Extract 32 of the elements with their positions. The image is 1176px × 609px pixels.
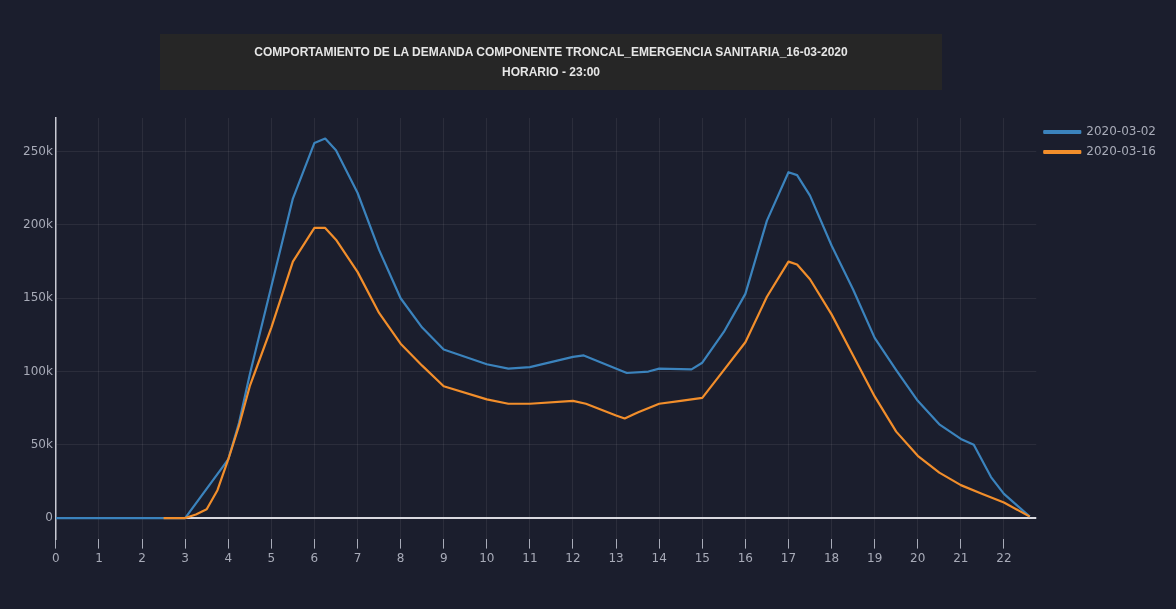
legend-label: 2020-03-02	[1086, 124, 1157, 139]
x-tick-label: 20	[910, 550, 926, 565]
x-tick-label: 19	[867, 550, 883, 565]
x-tick-label: 14	[651, 550, 667, 565]
x-tick-label: 3	[181, 550, 189, 565]
x-tick-label: 12	[565, 550, 581, 565]
y-tick-label: 250k	[22, 143, 53, 158]
y-tick-label: 0	[45, 510, 53, 525]
x-tick-label: 2	[138, 550, 146, 565]
x-tick-label: 8	[396, 550, 405, 565]
x-tick-label: 22	[996, 550, 1012, 565]
x-tick-label: 21	[953, 550, 969, 565]
legend-label: 2020-03-16	[1086, 144, 1157, 159]
x-tick-label: 13	[608, 550, 624, 565]
chart-title: COMPORTAMIENTO DE LA DEMANDA COMPONENTE TRONCAL_EMERGENCIA SANITARIA_16-03-2020	[253, 44, 849, 61]
x-tick-label: 10	[479, 550, 495, 565]
x-tick-label: 18	[823, 550, 840, 565]
y-tick-label: 50k	[30, 436, 53, 451]
y-tick-label: 200k	[22, 217, 53, 232]
x-tick-label: 16	[737, 550, 754, 565]
x-tick-label: 15	[694, 550, 710, 565]
x-tick-label: 9	[439, 550, 448, 565]
x-tick-label: 6	[310, 550, 319, 565]
y-tick-label: 150k	[22, 290, 53, 305]
y-tick-label: 100k	[22, 363, 53, 378]
x-tick-label: 7	[353, 550, 362, 565]
chart-subtitle: HORARIO - 23:00	[501, 64, 601, 81]
x-tick-label: 17	[780, 550, 797, 565]
x-tick-label: 4	[224, 550, 233, 565]
x-tick-label: 5	[267, 550, 276, 565]
x-tick-label: 11	[522, 550, 538, 565]
x-tick-label: 1	[95, 550, 103, 565]
